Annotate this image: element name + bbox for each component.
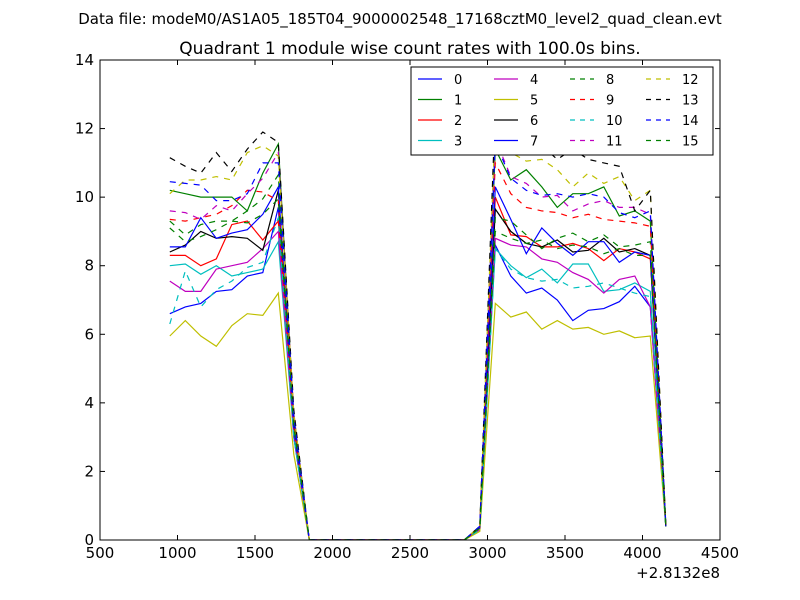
legend-label-1: 1	[454, 94, 462, 109]
series-line-13	[169, 107, 667, 540]
legend-label-13: 13	[682, 94, 699, 109]
legend-label-9: 9	[606, 94, 614, 109]
legend-label-7: 7	[530, 135, 538, 150]
x-tick-label: 1000	[158, 544, 196, 562]
x-offset-label: +2.8132e8	[636, 564, 720, 582]
y-tick-label: 4	[84, 394, 94, 412]
series-line-4	[169, 229, 667, 540]
series-line-5	[169, 291, 667, 540]
axis-ticks: 500 1000 1500 2000 2500 3000 3500 4000 4500 0 2 4 6 8…	[75, 51, 739, 562]
series-line-12	[169, 121, 667, 540]
legend-label-6: 6	[530, 114, 538, 129]
series-line-14	[169, 142, 667, 540]
legend-label-15: 15	[682, 135, 699, 150]
y-tick-label: 6	[84, 325, 94, 343]
x-tick-label: 2500	[391, 544, 429, 562]
chart-title: Quadrant 1 module wise count rates with …	[179, 39, 640, 59]
y-tick-label: 8	[84, 257, 94, 275]
legend-label-0: 0	[454, 73, 462, 88]
legend-label-2: 2	[454, 114, 462, 129]
x-tick-label: 3000	[468, 544, 506, 562]
series-line-8	[169, 173, 667, 540]
legend-label-3: 3	[454, 135, 462, 150]
legend-label-11: 11	[606, 135, 623, 150]
series-layer	[169, 107, 667, 540]
legend-label-12: 12	[682, 73, 699, 88]
y-tick-label: 10	[75, 188, 94, 206]
x-tick-label: 4500	[701, 544, 739, 562]
x-tick-label: 2000	[313, 544, 351, 562]
y-tick-label: 14	[75, 51, 94, 69]
series-line-1	[169, 141, 667, 540]
x-tick-label: 3500	[546, 544, 584, 562]
legend-label-4: 4	[530, 73, 538, 88]
y-tick-label: 2	[84, 462, 94, 480]
legend-box	[410, 66, 714, 156]
series-line-10	[169, 217, 667, 540]
y-tick-label: 12	[75, 120, 94, 138]
legend-label-8: 8	[606, 73, 614, 88]
y-tick-label: 0	[84, 531, 94, 549]
x-tick-label: 4000	[623, 544, 661, 562]
series-line-6	[169, 190, 667, 540]
figure-suptitle: Data file: modeM0/AS1A05_185T04_90000025…	[78, 10, 722, 29]
legend-label-14: 14	[682, 114, 699, 129]
series-line-0	[169, 207, 667, 540]
series-line-15	[169, 197, 667, 540]
x-tick-label: 1500	[236, 544, 274, 562]
series-line-11	[169, 138, 667, 540]
legend-label-10: 10	[606, 114, 623, 129]
x-tick-label: 500	[86, 544, 115, 562]
series-line-3	[169, 239, 667, 540]
legend-label-5: 5	[530, 94, 538, 109]
